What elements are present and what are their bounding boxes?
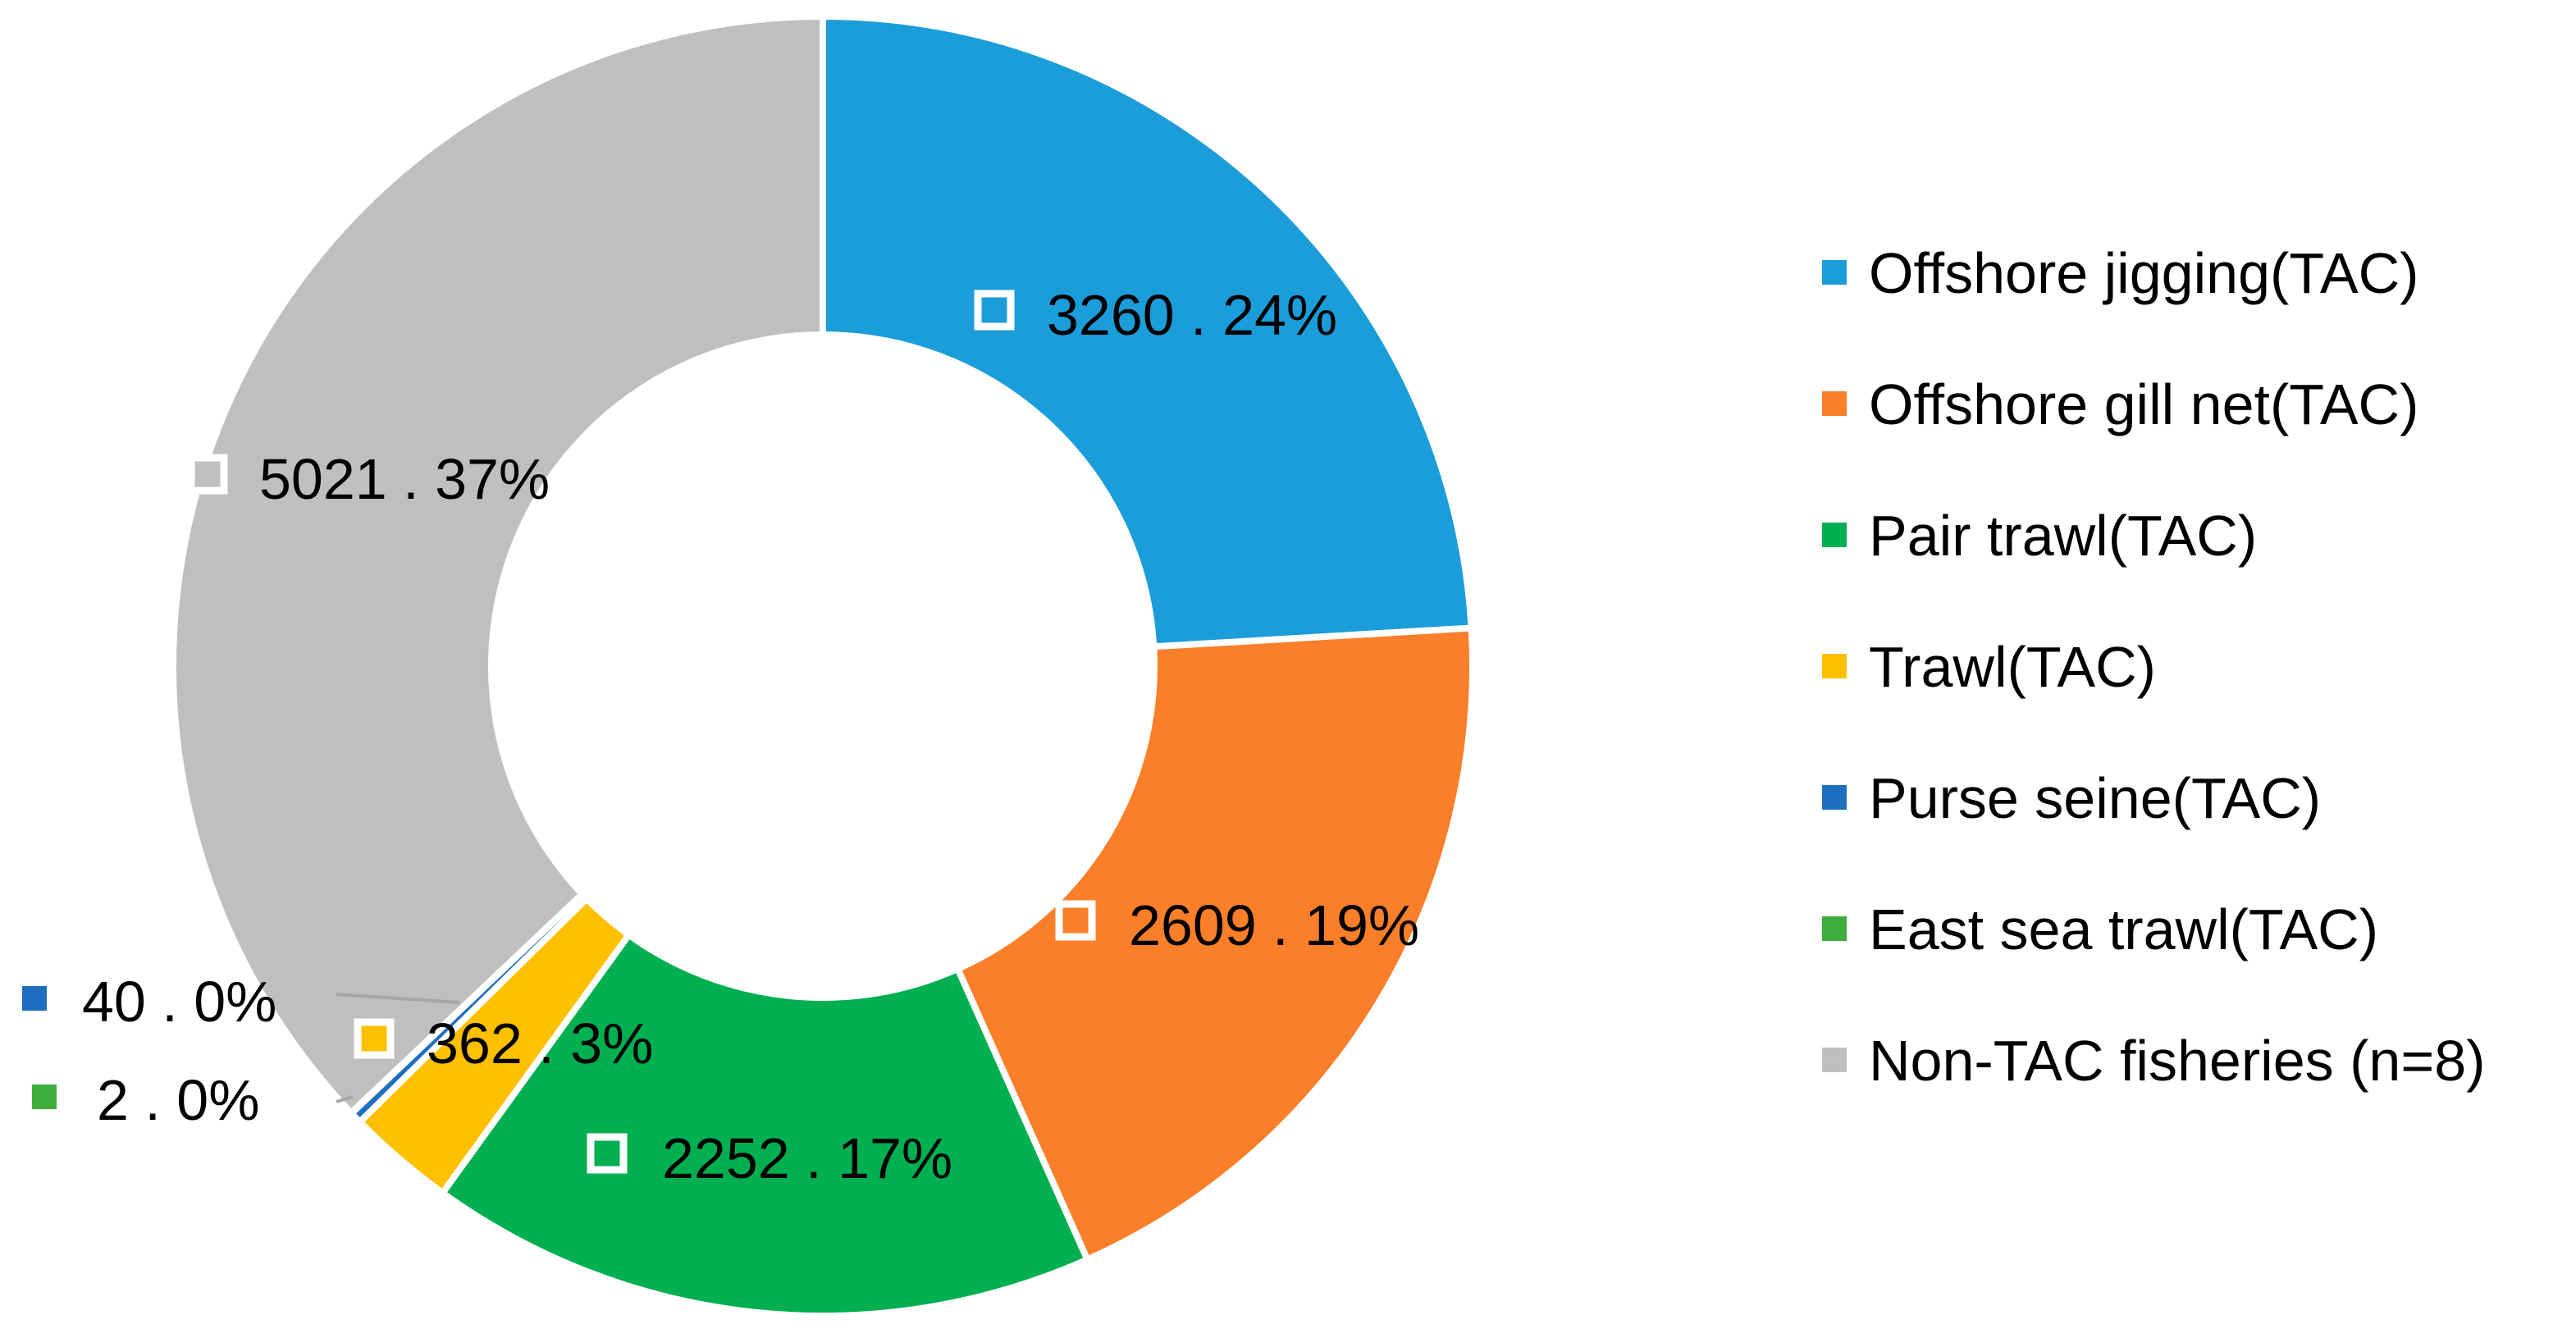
legend-item-trawl-tac: Trawl(TAC) <box>1822 635 2156 699</box>
legend-label: Trawl(TAC) <box>1869 635 2156 699</box>
legend-item-east-sea-trawl-tac: East sea trawl(TAC) <box>1822 897 2378 961</box>
legend-swatch <box>1822 391 1847 416</box>
legend-label: Non-TAC fisheries (n=8) <box>1869 1029 2485 1093</box>
data-label-marker <box>187 454 228 495</box>
slice-non-tac-fisheries-n-8 <box>170 12 826 1118</box>
leader-line-purse-seine-tac <box>336 993 460 1004</box>
legend-swatch <box>1822 260 1847 285</box>
legend-swatch <box>1822 916 1847 941</box>
legend-item-pair-trawl-tac: Pair trawl(TAC) <box>1822 504 2257 568</box>
data-label-marker <box>32 1085 57 1109</box>
legend-label: Purse seine(TAC) <box>1869 766 2321 830</box>
legend-swatch <box>1822 1048 1847 1072</box>
data-label-marker <box>974 290 1015 331</box>
slice-offshore-jigging-tac <box>820 12 1475 651</box>
legend-item-offshore-gill-net-tac: Offshore gill net(TAC) <box>1822 372 2418 436</box>
legend-label: Offshore jigging(TAC) <box>1869 241 2418 305</box>
legend-label: Pair trawl(TAC) <box>1869 504 2257 568</box>
legend-item-purse-seine-tac: Purse seine(TAC) <box>1822 766 2321 830</box>
data-label-trawl-tac: 362 . 3% <box>427 1011 653 1075</box>
slice-offshore-gill-net-tac <box>953 624 1477 1264</box>
legend: Offshore jigging(TAC) Offshore gill net(T… <box>1822 241 2485 1093</box>
legend-swatch <box>1822 523 1847 547</box>
legend-swatch <box>1822 785 1847 810</box>
slice-pair-trawl-tac <box>437 929 1092 1319</box>
data-label-pair-trawl-tac: 2252 . 17% <box>662 1126 952 1190</box>
data-label-marker <box>1055 900 1096 941</box>
data-label-purse-seine-tac: 40 . 0% <box>82 970 276 1034</box>
data-label-east-sea-trawl-tac: 2 . 0% <box>97 1068 259 1132</box>
legend-item-non-tac-fisheries-n-8: Non-TAC fisheries (n=8) <box>1822 1029 2485 1093</box>
data-label-offshore-gill-net-tac: 2609 . 19% <box>1129 893 1419 957</box>
data-labels: 3260 . 24% 2609 . 19% 2252 . 17%362 . 3% 40… <box>22 283 1419 1190</box>
donut-slices <box>170 12 1477 1319</box>
leader-line-east-sea-trawl-tac <box>336 1095 354 1103</box>
data-label-marker <box>354 1018 395 1059</box>
legend-label: Offshore gill net(TAC) <box>1869 372 2418 436</box>
legend-swatch <box>1822 654 1847 678</box>
data-label-non-tac-fisheries-n-8: 5021 . 37% <box>259 447 550 511</box>
data-label-marker <box>587 1133 628 1174</box>
legend-item-offshore-jigging-tac: Offshore jigging(TAC) <box>1822 241 2418 305</box>
data-label-offshore-jigging-tac: 3260 . 24% <box>1047 283 1337 347</box>
leader-lines <box>336 993 460 1103</box>
data-label-marker <box>22 986 47 1011</box>
legend-label: East sea trawl(TAC) <box>1869 897 2378 961</box>
